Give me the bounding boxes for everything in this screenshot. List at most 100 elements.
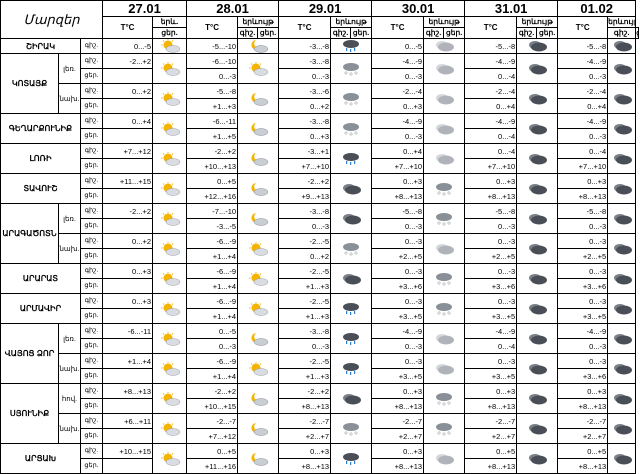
temperature-range — [102, 278, 154, 294]
temperature-range — [102, 218, 154, 234]
temperature-range: 0...-3 — [557, 68, 609, 84]
temperature-range: +7...+10 — [557, 158, 609, 174]
table-row: ցեր. 0...-3 0...-3 0...-3 0...-4 0...-3 — [1, 338, 639, 354]
sun-weather-icon — [152, 83, 188, 114]
snow-weather-icon — [330, 53, 373, 84]
snow-weather-icon — [423, 383, 466, 414]
snow-weather-icon — [330, 233, 373, 264]
sun-weather-icon — [152, 53, 188, 84]
temperature-range: +2...+5 — [371, 248, 425, 264]
temperature-range: +8...+13 — [557, 398, 609, 414]
dark-weather-icon — [516, 233, 559, 264]
temperature-range: -5...-10 — [186, 38, 239, 54]
temperature-range: +7...+10 — [278, 158, 332, 174]
dark-weather-icon — [516, 143, 559, 174]
cloud-weather-icon — [423, 323, 466, 354]
sun-weather-icon — [152, 293, 188, 324]
temperature-range: +2...+7 — [464, 428, 518, 444]
sun-weather-icon — [152, 38, 188, 54]
region-name: ՎԱՅՈՑ ՁՈՐ — [0, 323, 59, 384]
temperature-range: +8...+13 — [464, 458, 518, 474]
cloud-weather-icon — [423, 443, 466, 474]
temperature-range: +8...+13 — [464, 188, 518, 204]
dark-weather-icon — [607, 323, 637, 354]
sun-weather-icon — [152, 323, 188, 354]
dark-weather-icon — [330, 203, 373, 234]
snow-weather-icon — [423, 413, 466, 444]
region-name: ՇԻՐԱԿ — [0, 38, 81, 54]
temp-header: T°C — [557, 16, 609, 39]
temperature-range: -2...-5 — [278, 293, 332, 309]
cloud-weather-icon — [423, 233, 466, 264]
temperature-range — [102, 308, 154, 324]
temperature-range: 0...-4 — [557, 143, 609, 159]
temperature-range — [102, 368, 154, 384]
sun-weather-icon — [152, 173, 188, 204]
day-night-label: գիշ. — [79, 173, 104, 189]
temperature-range: 0...-3 — [371, 293, 425, 309]
temperature-range — [102, 98, 154, 114]
temperature-range: 0...+5 — [186, 443, 239, 459]
temperature-range — [102, 458, 154, 474]
temperature-range: 0...+3 — [557, 383, 609, 399]
temperature-range: -2...-7 — [557, 413, 609, 429]
temperature-range: 0...-5 — [186, 323, 239, 339]
region-name: ԼՈՌԻ — [0, 143, 81, 174]
temperature-range: 0...-3 — [464, 353, 518, 369]
sun-weather-icon — [152, 443, 188, 474]
temperature-range: -2...-7 — [371, 413, 425, 429]
dark-weather-icon — [516, 83, 559, 114]
moon-weather-icon — [237, 383, 280, 414]
temperature-range: +7...+12 — [102, 143, 154, 159]
dark-weather-icon — [516, 263, 559, 294]
dark-weather-icon — [516, 173, 559, 204]
night-header: գիշ. — [516, 27, 538, 39]
temperature-range: -6...-11 — [186, 113, 239, 129]
temperature-range: +1...+3 — [186, 98, 239, 114]
temperature-range: +8...+13 — [102, 383, 154, 399]
sun-weather-icon — [152, 113, 188, 144]
temperature-range: -6...-9 — [186, 233, 239, 249]
temperature-range: +1...+3 — [278, 308, 332, 324]
temperature-range: +8...+13 — [464, 398, 518, 414]
day-night-label: ցեր. — [79, 398, 104, 414]
temperature-range: -5...-8 — [557, 203, 609, 219]
rain-weather-icon — [330, 323, 373, 354]
moon-weather-icon — [237, 443, 280, 474]
rain-weather-icon — [330, 443, 373, 474]
day-night-label: ցեր. — [79, 248, 104, 264]
temperature-range: 0...-4 — [464, 143, 518, 159]
temperature-range — [102, 338, 154, 354]
temperature-range: 0...+3 — [371, 98, 425, 114]
table-row: ԿՈՏԱՅՔ լեռ. գիշ. -2...+2 -6...-10 -3...-8 -4..… — [0, 53, 639, 114]
dark-weather-icon — [607, 143, 637, 174]
sun-weather-icon — [237, 233, 280, 264]
temperature-range: 0...-3 — [371, 338, 425, 354]
temperature-range: 0...+3 — [102, 293, 154, 309]
rain-weather-icon — [330, 353, 373, 384]
sun-weather-icon — [152, 233, 188, 264]
temperature-range: -3...-6 — [278, 83, 332, 99]
table-row: ցեր. +1...+5 0...+3 0...-3 0...-4 0...-3 — [1, 128, 639, 144]
temperature-range: +3...+5 — [371, 308, 425, 324]
dark-weather-icon — [607, 443, 637, 474]
cloud-weather-icon — [423, 83, 466, 114]
region-name: ԱՐՑԱԽ — [0, 443, 81, 474]
temperature-range: 0...+4 — [557, 98, 609, 114]
table-row: նախ. գիշ. +6...+11 -2...-7 -2...-7 -2...-7 -2.… — [1, 413, 639, 444]
day-night-label: գիշ. — [79, 353, 104, 369]
temperature-range — [102, 188, 154, 204]
temperature-range: 0...-5 — [371, 38, 425, 54]
snow-weather-icon — [330, 83, 373, 114]
day-night-label: գիշ. — [79, 293, 104, 309]
temperature-range — [102, 68, 154, 84]
temperature-range: -2...-4 — [464, 83, 518, 99]
dark-weather-icon — [516, 293, 559, 324]
night-header: գիշ. — [423, 27, 445, 39]
date-header: 30.01 — [371, 0, 466, 17]
dark-weather-icon — [607, 83, 637, 114]
temperature-range: 0...-3 — [371, 128, 425, 144]
temperature-range: 0...+4 — [102, 113, 154, 129]
temperature-range: 0...-3 — [557, 338, 609, 354]
